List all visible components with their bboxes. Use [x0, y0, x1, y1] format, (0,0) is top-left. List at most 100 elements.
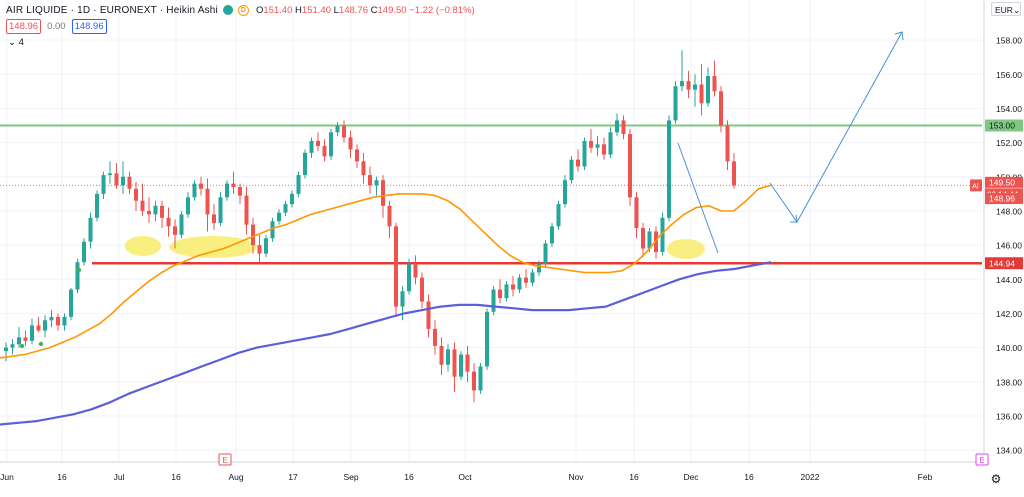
projection-path[interactable]: [769, 31, 903, 223]
sell-button[interactable]: 148.96: [6, 19, 42, 34]
horizontal-levels[interactable]: [0, 124, 982, 265]
candle-body: [10, 344, 15, 348]
moving-averages: [0, 184, 772, 426]
time-tick-label: 16: [171, 472, 181, 482]
candle-body: [277, 212, 281, 222]
candle-body: [270, 221, 275, 239]
candle-body: [615, 120, 619, 133]
candle-body: [556, 204, 561, 227]
price-tick-label: 140.00: [996, 343, 1022, 353]
time-tick-label: Jul: [114, 472, 125, 482]
moving-average-slow: [0, 261, 772, 426]
currency-select[interactable]: EUR⌄: [991, 2, 1021, 16]
support-price-label[interactable]: [985, 257, 1023, 270]
low-value: 148.76: [338, 4, 368, 16]
dividend-icon: D: [237, 4, 249, 16]
candle-body: [530, 272, 535, 283]
candles: [4, 50, 736, 403]
candle-body: [628, 134, 632, 198]
candle-body: [576, 159, 580, 167]
symbol-title[interactable]: AIR LIQUIDE · 1D · EURONEXT · Heikin Ash…: [6, 4, 218, 16]
signal-dot: [38, 341, 44, 347]
candle-body: [433, 328, 437, 346]
candle-body: [693, 84, 697, 90]
projection-drawings[interactable]: [677, 31, 904, 254]
price-axis[interactable]: 158.00156.00154.00152.00150.00148.00146.…: [970, 0, 1023, 462]
indicator-count: 4: [18, 37, 24, 48]
price-tick-label: 148.00: [996, 206, 1022, 216]
candle-body: [147, 210, 151, 215]
candle-body: [36, 325, 41, 331]
candle-body: [465, 354, 470, 372]
candle-body: [49, 316, 54, 321]
candle-body: [602, 144, 606, 155]
last-price-label-text: 149.50: [989, 178, 1015, 188]
candle-body: [75, 262, 80, 290]
time-tick-label: Aug: [228, 472, 243, 482]
candle-body: [316, 140, 320, 147]
candle-body: [244, 195, 249, 225]
time-tick-label: 16: [744, 472, 754, 482]
trend-line[interactable]: [677, 142, 719, 254]
candle-body: [374, 180, 379, 186]
bid-price-label[interactable]: [985, 193, 1023, 205]
candle-body: [62, 316, 67, 326]
candle-body: [108, 173, 112, 176]
candle-body: [407, 263, 411, 292]
time-tick-label: 2022: [801, 472, 820, 482]
symbol-marker[interactable]: [970, 179, 982, 192]
market-open-icon: [222, 5, 233, 15]
candle-body: [218, 197, 223, 223]
candle-body: [491, 289, 496, 312]
symbol-marker-text: Al: [972, 181, 979, 190]
price-tick-label: 134.00: [996, 446, 1022, 456]
candle-body: [712, 75, 717, 92]
candle-body: [381, 180, 385, 206]
signal-dot: [76, 267, 82, 273]
candle-body: [212, 214, 216, 223]
candle-body: [498, 289, 502, 299]
candle-body: [550, 226, 554, 244]
candle-body: [153, 205, 158, 215]
symbol-legend[interactable]: AIR LIQUIDE · 1D · EURONEXT · Heikin Ash…: [6, 2, 475, 18]
highlight-zones: [125, 236, 705, 259]
candle-body: [608, 132, 613, 155]
signal-dot: [19, 343, 25, 349]
event-marker-right-label: E: [979, 456, 984, 465]
price-tick-label: 158.00: [996, 36, 1022, 46]
candle-body: [69, 289, 73, 317]
candle-body: [621, 120, 626, 135]
time-axis[interactable]: Jun 16 Jul 16 Aug 17 Sep 16 Oct Nov 16 Dec 16 2022 Feb…: [0, 453, 989, 482]
event-marker-right[interactable]: [975, 453, 989, 466]
chevron-down-icon[interactable]: ⌄: [8, 37, 19, 48]
candle-body: [569, 159, 574, 181]
candle-body: [4, 347, 8, 352]
candle-body: [699, 84, 704, 104]
gear-icon[interactable]: ⚙: [990, 472, 1002, 486]
candle-body: [647, 231, 652, 249]
candle-body: [166, 217, 171, 227]
candle-body: [641, 228, 645, 249]
candle-body: [134, 188, 138, 201]
candle-body: [30, 325, 34, 341]
time-tick-label: 17: [288, 472, 298, 482]
bid-price-label-text: 148.96: [989, 194, 1015, 204]
earnings-marker[interactable]: [218, 453, 232, 466]
candle-body: [127, 176, 132, 189]
candle-body: [439, 345, 444, 365]
candle-body: [17, 337, 21, 345]
resistance-price-label[interactable]: [985, 119, 1023, 132]
last-price-label[interactable]: [985, 176, 1023, 188]
candle-body: [205, 188, 210, 215]
moving-average-fast: [0, 184, 772, 359]
candle-body: [667, 120, 671, 218]
projection-arrowhead: [790, 214, 798, 223]
indicators-toggle[interactable]: ⌄ 4: [8, 37, 24, 48]
candle-body: [524, 277, 528, 283]
candle-body: [309, 140, 314, 153]
price-tick-label: 144.00: [996, 275, 1022, 285]
buy-button[interactable]: 148.96: [71, 19, 107, 34]
candle-body: [173, 226, 177, 235]
